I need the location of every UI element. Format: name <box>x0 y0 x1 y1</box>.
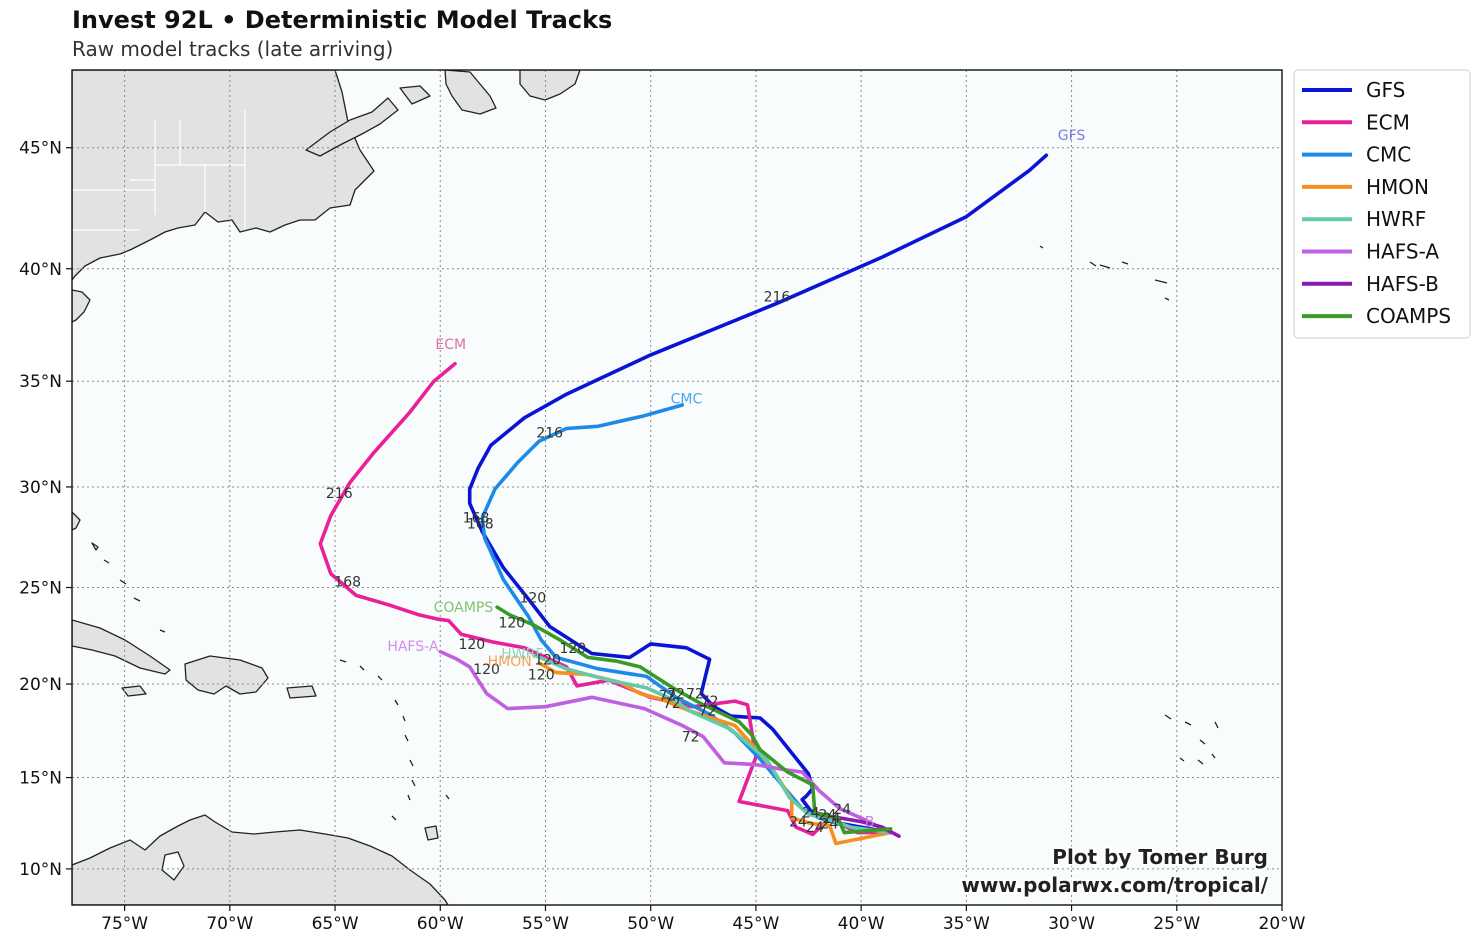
end-label-hmon: HMON <box>488 654 532 670</box>
lon-tick-label: 40°W <box>838 914 885 934</box>
end-label-hafs-b: B <box>865 815 875 831</box>
track-coamps <box>495 605 893 835</box>
credit-author: Plot by Tomer Burg <box>1052 845 1268 869</box>
end-label-cmc: CMC <box>671 392 703 408</box>
newfoundland-land <box>444 70 497 115</box>
hour-label-hmon: 72 <box>659 688 677 704</box>
latitude-axis: 10°N 15°N 20°N 25°N 30°N 35°N 40°N 45°N <box>19 139 72 880</box>
hour-label-hmon: 120 <box>528 668 555 684</box>
lat-tick-label: 40°N <box>19 260 62 280</box>
lon-tick-label: 35°W <box>943 914 990 934</box>
north-america-land <box>72 70 375 281</box>
legend-label-hafs-b: HAFS-B <box>1366 272 1439 296</box>
legend-label-ecm: ECM <box>1366 110 1410 134</box>
hour-label-gfs: 168 <box>463 511 490 527</box>
end-label-gfs: GFS <box>1058 128 1086 144</box>
small-islands <box>91 245 1219 821</box>
hour-label-ecm: 216 <box>326 486 353 502</box>
hour-label-coamps: 72 <box>699 703 717 719</box>
hour-label-hwrf: 24 <box>821 816 839 832</box>
lon-tick-label: 25°W <box>1153 914 1200 934</box>
end-label-hwrf: HWRF <box>501 647 543 663</box>
lat-tick-label: 35°N <box>19 372 62 392</box>
lat-tick-label: 25°N <box>19 579 62 599</box>
hour-label-coamps: 120 <box>498 616 525 632</box>
track-hwrf <box>533 653 893 835</box>
us-east-coast-land <box>72 289 91 323</box>
hour-label-cmc: 216 <box>536 426 563 442</box>
legend-box <box>1293 69 1471 339</box>
model-tracks <box>318 153 1049 846</box>
legend: GFS ECM CMC HMON HWRF HAFS-A HAFS-B COAMPS <box>1293 69 1471 339</box>
hour-label-hafs-a: 120 <box>473 662 500 678</box>
legend-label-hmon: HMON <box>1366 175 1429 199</box>
hour-label-gfs: 216 <box>764 289 791 305</box>
hour-label-hwrf: 120 <box>534 652 561 668</box>
state-borders <box>72 110 246 231</box>
track-ecm <box>318 361 893 837</box>
track-hafs-a <box>438 649 893 835</box>
hour-label-gfs: 24 <box>802 805 820 821</box>
hour-label-gfs: 120 <box>519 590 546 606</box>
page-title: Invest 92L • Deterministic Model Tracks <box>72 6 613 34</box>
trinidad-land <box>424 825 439 841</box>
hour-label-ecm: 72 <box>701 694 719 710</box>
hour-label-cmc: 168 <box>467 517 494 533</box>
lat-tick-label: 30°N <box>19 478 62 498</box>
end-label-coamps: COAMPS <box>434 600 494 616</box>
hour-label-ecm: 24 <box>806 820 824 836</box>
hour-label-hafs-a: 72 <box>682 730 700 746</box>
legend-label-coamps: COAMPS <box>1366 304 1451 328</box>
legend-label-cmc: CMC <box>1366 143 1411 167</box>
lake-maracaibo <box>161 851 185 881</box>
hour-label-ecm: 168 <box>334 575 361 591</box>
lon-tick-label: 70°W <box>206 914 253 934</box>
lon-tick-label: 75°W <box>101 914 148 934</box>
nova-scotia-land <box>305 97 399 157</box>
labrador-land <box>519 70 581 101</box>
hour-label-cmc: 72 <box>667 687 685 703</box>
lat-tick-label: 45°N <box>19 139 62 159</box>
hour-label-hwrf: 72 <box>663 696 681 712</box>
lat-tick-label: 20°N <box>19 675 62 695</box>
cuba-land <box>72 619 171 675</box>
page-subtitle: Raw model tracks (late arriving) <box>72 37 394 61</box>
bahamas-land <box>72 511 81 531</box>
end-label-ecm: ECM <box>435 337 466 353</box>
hour-label-hafs-a: 24 <box>833 802 851 818</box>
forecast-hour-labels: 216 168 120 72 24 216 168 120 72 24 216 168 120 72 24 1… <box>326 289 851 836</box>
lon-tick-label: 45°W <box>732 914 779 934</box>
land-layer <box>72 70 1219 905</box>
legend-label-gfs: GFS <box>1366 78 1405 102</box>
lon-tick-label: 65°W <box>312 914 359 934</box>
lon-tick-label: 30°W <box>1048 914 1095 934</box>
track-cmc <box>480 403 893 835</box>
hour-label-hmon: 24 <box>789 815 807 831</box>
puerto-rico-land <box>286 685 317 699</box>
hour-label-cmc: 24 <box>819 807 837 823</box>
credit-url: www.polarwx.com/tropical/ <box>961 873 1268 897</box>
hour-label-ecm: 120 <box>458 637 485 653</box>
hour-label-cmc: 120 <box>559 641 586 657</box>
longitude-axis: 75°W 70°W 65°W 60°W 55°W 50°W 45°W 40°W 35°W 30°W… <box>101 905 1306 934</box>
lon-tick-label: 20°W <box>1259 914 1306 934</box>
jamaica-land <box>121 685 147 697</box>
legend-label-hafs-a: HAFS-A <box>1366 240 1439 264</box>
hour-label-coamps: 24 <box>823 811 841 827</box>
lon-tick-label: 60°W <box>417 914 464 934</box>
gulf-island-land <box>399 85 431 105</box>
lat-tick-label: 10°N <box>19 860 62 880</box>
legend-label-hwrf: HWRF <box>1366 207 1426 231</box>
lat-tick-label: 15°N <box>19 769 62 789</box>
end-label-hafs-a: HAFS-A <box>387 639 439 655</box>
lon-tick-label: 55°W <box>522 914 569 934</box>
lon-tick-label: 50°W <box>627 914 674 934</box>
south-america-land <box>72 814 449 905</box>
hour-label-gfs: 72 <box>686 687 704 703</box>
